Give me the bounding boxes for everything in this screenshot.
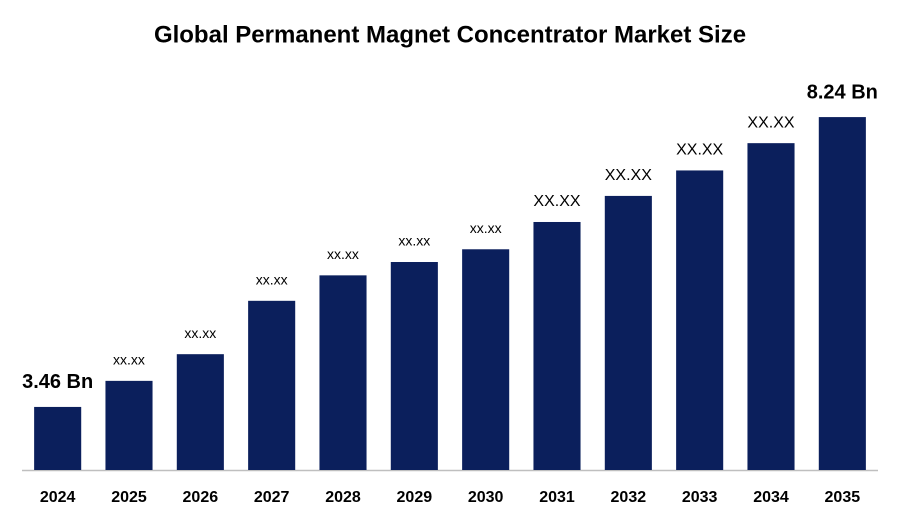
bar bbox=[390, 262, 438, 470]
data-label: XX.XX bbox=[676, 142, 723, 159]
bar bbox=[248, 300, 296, 470]
data-label: XX.XX bbox=[605, 167, 652, 184]
chart-title: Global Permanent Magnet Concentrator Mar… bbox=[154, 21, 746, 48]
bar bbox=[676, 170, 724, 470]
x-tick-label: 2031 bbox=[539, 489, 575, 506]
data-label: XX.XX bbox=[533, 193, 580, 210]
data-label: xx.xx bbox=[398, 233, 430, 249]
bar bbox=[747, 143, 795, 470]
bar bbox=[818, 117, 866, 470]
data-label: XX.XX bbox=[747, 114, 794, 131]
data-label: xx.xx bbox=[327, 246, 359, 262]
bar bbox=[34, 406, 82, 470]
x-tick-label: 2025 bbox=[111, 489, 147, 506]
x-tick-label: 2033 bbox=[682, 489, 718, 506]
data-label: 3.46 Bn bbox=[22, 371, 93, 393]
x-tick-label: 2029 bbox=[397, 489, 433, 506]
bar bbox=[319, 275, 367, 470]
data-label: xx.xx bbox=[256, 272, 288, 288]
x-tick-label: 2030 bbox=[468, 489, 504, 506]
x-tick-label: 2034 bbox=[753, 489, 789, 506]
bar bbox=[604, 195, 652, 470]
data-label: xx.xx bbox=[184, 325, 216, 341]
x-tick-label: 2026 bbox=[183, 489, 219, 506]
bar bbox=[462, 249, 510, 470]
x-tick-label: 2032 bbox=[611, 489, 647, 506]
bar bbox=[105, 380, 153, 470]
x-tick-label: 2027 bbox=[254, 489, 290, 506]
x-tick-label: 2028 bbox=[325, 489, 361, 506]
bar bbox=[176, 354, 224, 470]
x-tick-label: 2024 bbox=[40, 489, 76, 506]
data-label: 8.24 Bn bbox=[807, 81, 878, 103]
bar bbox=[533, 221, 581, 470]
data-label: xx.xx bbox=[113, 352, 145, 368]
x-tick-label: 2035 bbox=[825, 489, 861, 506]
data-label: xx.xx bbox=[470, 220, 502, 236]
